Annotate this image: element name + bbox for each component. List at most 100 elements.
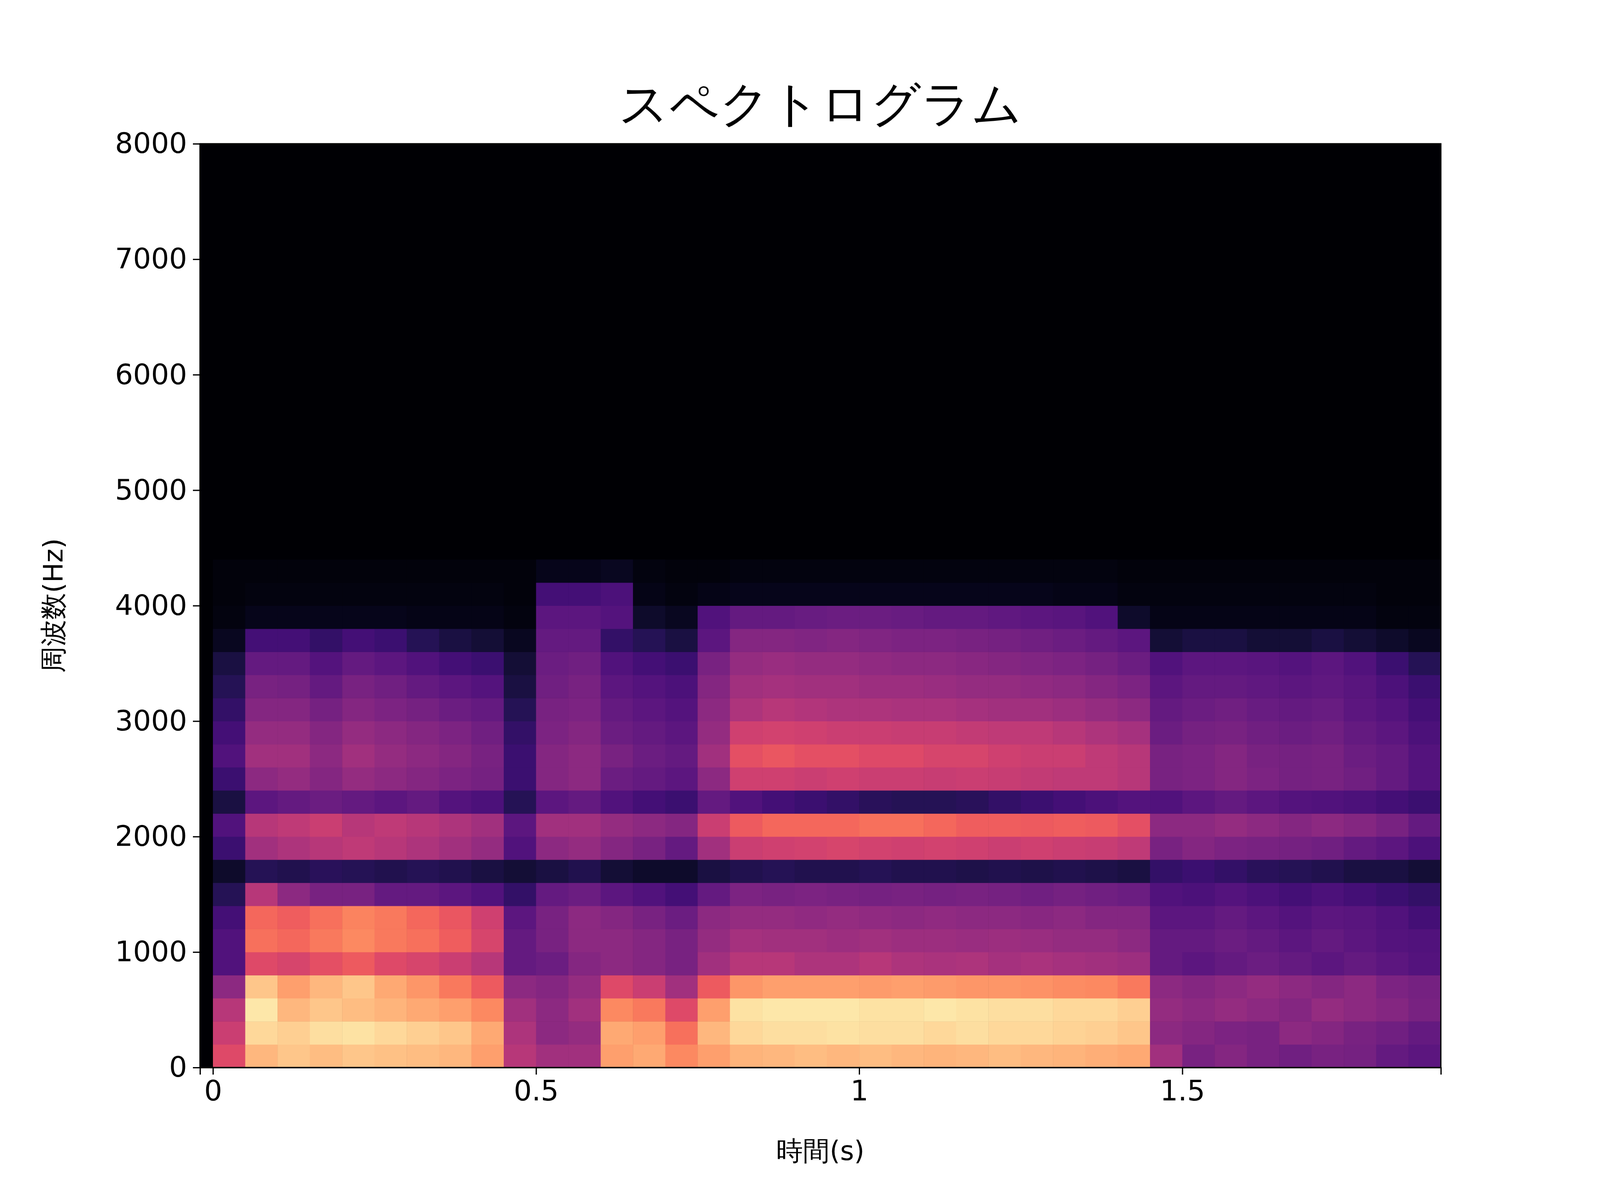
cell xyxy=(697,952,730,976)
cell xyxy=(212,651,246,675)
cell xyxy=(1311,697,1345,722)
cell xyxy=(471,628,504,653)
cell xyxy=(212,605,246,630)
cell xyxy=(212,952,246,976)
cell xyxy=(827,559,860,583)
cell xyxy=(600,582,634,606)
cell xyxy=(827,697,860,722)
cell xyxy=(1052,697,1086,722)
cell xyxy=(342,836,375,860)
cell xyxy=(374,697,408,722)
cell xyxy=(277,790,310,814)
cell xyxy=(632,1044,666,1068)
cell xyxy=(891,767,925,791)
cell xyxy=(439,836,472,860)
cell xyxy=(1020,790,1054,814)
tick: 1 xyxy=(850,1067,869,1108)
axis-line xyxy=(200,1067,1442,1075)
cell xyxy=(374,975,408,999)
cell xyxy=(956,744,989,768)
cell xyxy=(503,721,537,745)
cell xyxy=(859,998,892,1022)
cell xyxy=(794,952,828,976)
cell xyxy=(536,1021,569,1045)
cell xyxy=(988,882,1021,907)
cell xyxy=(536,859,569,883)
cell xyxy=(600,813,634,837)
cell xyxy=(730,813,763,837)
cell xyxy=(1182,790,1215,814)
cell xyxy=(891,1044,925,1068)
cell xyxy=(762,952,795,976)
cell xyxy=(988,744,1021,768)
tick-mark xyxy=(535,1067,538,1075)
cell xyxy=(1020,721,1054,745)
cell xyxy=(730,1021,763,1045)
cell xyxy=(342,998,375,1022)
cell xyxy=(1182,1044,1215,1068)
cell xyxy=(503,559,537,583)
cell xyxy=(1085,744,1118,768)
cell xyxy=(536,905,569,930)
cell xyxy=(310,790,343,814)
cell xyxy=(988,975,1021,999)
cell xyxy=(665,675,698,699)
cell xyxy=(342,605,375,630)
cell xyxy=(891,975,925,999)
cell xyxy=(1150,952,1183,976)
cell xyxy=(730,1044,763,1068)
cell xyxy=(956,952,989,976)
cell xyxy=(310,605,343,630)
cell xyxy=(374,675,408,699)
cell xyxy=(891,744,925,768)
axis-line xyxy=(192,144,201,1068)
cell xyxy=(471,744,504,768)
cell xyxy=(859,744,892,768)
cell xyxy=(1247,882,1280,907)
cell xyxy=(1247,952,1280,976)
cell xyxy=(1376,767,1409,791)
cell xyxy=(600,952,634,976)
cell xyxy=(1311,559,1345,583)
cell xyxy=(1052,905,1086,930)
cell xyxy=(1343,998,1377,1022)
cell xyxy=(245,998,278,1022)
cell xyxy=(374,928,408,953)
cell xyxy=(212,882,246,907)
tick-mark xyxy=(192,1067,200,1069)
cell xyxy=(827,905,860,930)
cell xyxy=(1150,605,1183,630)
cell xyxy=(1376,605,1409,630)
cell xyxy=(568,905,601,930)
cell xyxy=(503,628,537,653)
cell xyxy=(342,1021,375,1045)
cell xyxy=(1214,975,1248,999)
cell xyxy=(1214,605,1248,630)
cell xyxy=(1343,675,1377,699)
x-axis-label: 時間(s) xyxy=(776,1135,865,1167)
cell xyxy=(536,559,569,583)
cell xyxy=(245,559,278,583)
tick-mark xyxy=(192,836,200,838)
cell xyxy=(1376,1044,1409,1068)
cell xyxy=(1182,975,1215,999)
cell xyxy=(1117,767,1150,791)
cell xyxy=(439,1044,472,1068)
cell xyxy=(1408,744,1441,768)
tick-label: 3000 xyxy=(115,704,188,738)
cell xyxy=(439,744,472,768)
cell xyxy=(891,836,925,860)
cell xyxy=(1182,744,1215,768)
cell xyxy=(503,790,537,814)
cell xyxy=(730,836,763,860)
cell xyxy=(1376,790,1409,814)
cell xyxy=(568,882,601,907)
cell xyxy=(1085,651,1118,675)
cell xyxy=(1343,628,1377,653)
cell xyxy=(1085,675,1118,699)
cell xyxy=(600,975,634,999)
cell xyxy=(1214,559,1248,583)
cell xyxy=(923,836,957,860)
cell xyxy=(859,859,892,883)
cell xyxy=(568,928,601,953)
